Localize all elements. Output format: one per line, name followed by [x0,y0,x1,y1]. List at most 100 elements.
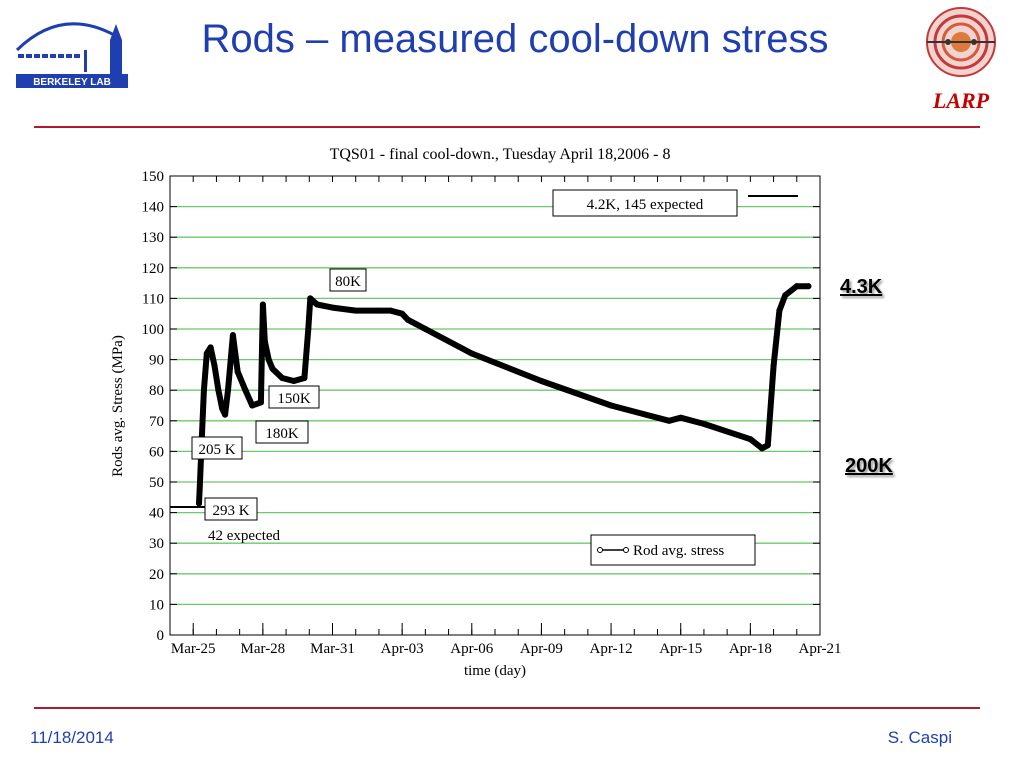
y-tick-label-150: 150 [142,169,165,185]
y-tick-label-60: 60 [149,444,164,460]
slide-title: Rods – measured cool-down stress [201,17,829,61]
annotation-180k: 180K [255,420,309,444]
x-tick-label-Apr-15: Apr-15 [659,641,702,657]
data-point [279,374,286,381]
legend-marker-start [597,547,603,553]
data-point [196,479,203,485]
data-point [352,307,359,314]
data-point [314,301,321,308]
y-axis-label: Rods avg. Stress (MPa) [110,335,126,477]
plot-frame [169,175,821,636]
data-point [666,417,673,424]
data-point [219,405,226,412]
footer-date: 11/18/2014 [30,728,114,747]
larp-logo-text: LARP [932,88,990,113]
data-point [305,326,312,332]
data-point [764,442,771,449]
x-tick-label-Apr-21: Apr-21 [798,641,841,657]
footer-author: S. Caspi [887,728,952,747]
data-point [404,316,411,323]
data-point [203,350,210,357]
data-point [261,338,268,345]
y-tick-label-120: 120 [142,261,165,277]
data-point [805,283,812,290]
data-point [265,356,272,363]
data-point [242,387,249,394]
footer-divider [34,707,980,709]
data-point [387,307,394,314]
label-4-3k: 4.3K [840,276,883,298]
data-point [307,295,314,302]
x-tick-label-Apr-12: Apr-12 [590,641,633,657]
data-point [229,332,236,339]
data-point [222,411,229,418]
data-point [225,387,232,394]
data-point [422,326,429,332]
y-tick-label-30: 30 [149,536,164,552]
data-point [468,350,475,357]
larp-logo: LARP [926,7,996,113]
data-point [700,420,707,427]
y-tick-label-40: 40 [149,506,164,522]
x-tick-label-Apr-18: Apr-18 [729,641,772,657]
y-tick-label-10: 10 [149,597,164,613]
data-point [257,399,264,406]
annotation-42k: 4.2K, 145 expected [552,189,798,217]
y-tick-label-140: 140 [142,200,165,216]
data-point [782,292,789,299]
data-point [290,378,297,385]
data-point [608,402,615,409]
data-point [207,344,214,351]
data-point [776,307,783,314]
x-tick-label-Mar-31: Mar-31 [310,641,355,657]
legend-marker-end [623,547,629,553]
annotation-293k-text: 293 K [212,503,249,519]
annotation-150k-text: 150K [277,391,311,407]
data-point [215,387,222,394]
x-tick-label-Apr-09: Apr-09 [520,641,563,657]
annotation-42k-text: 4.2K, 145 expected [587,197,704,213]
annotation-80k: 80K [329,268,367,292]
data-point [259,301,266,308]
annotation-205k: 205 K [191,436,243,460]
y-tick-label-90: 90 [149,353,164,369]
x-axis-label: time (day) [464,663,526,679]
annotation-293k: 293 K [170,497,258,521]
annotation-80k-text: 80K [335,274,361,290]
annotation-150k: 150K [268,385,320,409]
annotation-42-expected: 42 expected [208,528,281,544]
label-200k: 200K [845,455,893,477]
data-point [677,414,684,421]
y-tick-label-20: 20 [149,567,164,583]
data-point [793,283,800,290]
title-divider [34,126,980,128]
data-point [269,365,276,372]
chart-title: TQS01 - final cool-down., Tuesday April … [330,146,671,163]
series-layer [196,283,812,507]
legend-label: Rod avg. stress [633,543,724,559]
data-point [301,374,308,381]
data-point [770,362,777,369]
x-tick-label-Apr-03: Apr-03 [381,641,424,657]
x-tick-label-Mar-28: Mar-28 [241,641,286,657]
data-point [329,304,336,311]
annotation-205k-text: 205 K [198,442,235,458]
data-point [249,402,256,409]
data-point [758,445,765,452]
y-axis-ticks: 0 10 20 30 40 50 60 70 80 90 100 110 120 130 140 150 [142,169,820,644]
x-tick-label-Apr-06: Apr-06 [450,641,494,657]
annotation-180k-text: 180K [265,426,299,442]
data-point [538,378,545,385]
data-point [196,500,203,507]
chart-legend: Rod avg. stress [590,534,756,566]
data-point [399,310,406,317]
stress-chart: TQS01 - final cool-down., Tuesday April … [100,138,860,688]
data-point [211,362,218,369]
y-tick-label-130: 130 [142,230,165,246]
y-tick-label-80: 80 [149,383,164,399]
berkeley-logo-text: BERKELEY LAB [33,77,111,88]
berkeley-lab-logo: BERKELEY LAB [15,22,128,88]
y-tick-label-50: 50 [149,475,164,491]
data-point [200,387,207,394]
data-point [375,307,382,314]
